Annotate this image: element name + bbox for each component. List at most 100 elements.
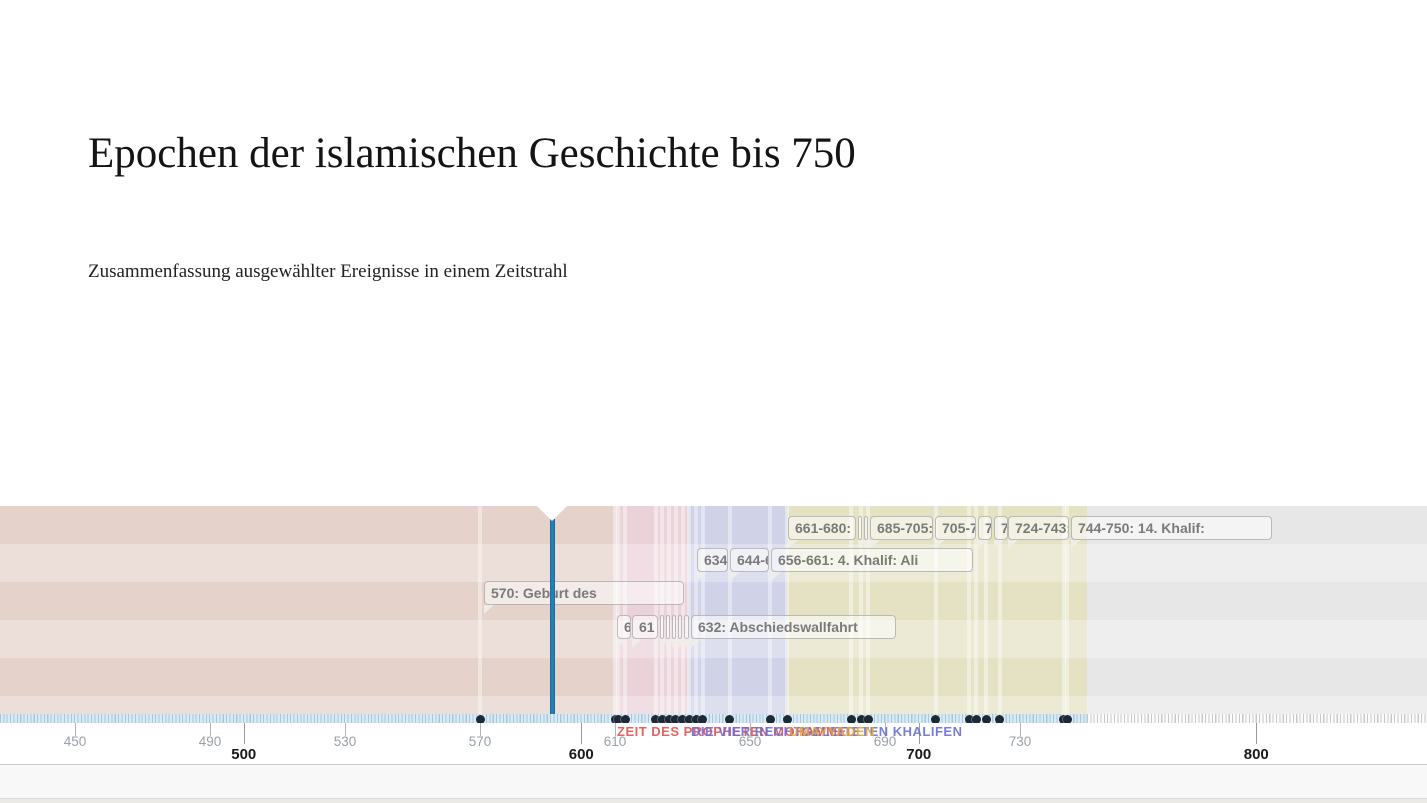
era-band-1 (615, 506, 689, 714)
axis-label-730: 730 (1008, 734, 1032, 749)
event-dot[interactable] (964, 714, 974, 724)
event-dot[interactable] (995, 714, 1005, 724)
event-flag[interactable]: 656-661: 4. Khalif: Ali (771, 548, 973, 572)
event-flag[interactable] (666, 615, 670, 639)
axis-tick-century (581, 723, 583, 744)
event-dot[interactable] (1062, 714, 1072, 724)
event-dot[interactable] (856, 714, 866, 724)
event-dot[interactable] (678, 714, 687, 724)
event-dot[interactable] (765, 714, 775, 724)
event-column-stripe (1065, 506, 1070, 714)
event-dot[interactable] (475, 714, 485, 724)
timeline-ruler[interactable] (0, 714, 1427, 723)
event-flag[interactable] (858, 516, 862, 540)
era-band-4 (1087, 506, 1427, 714)
flag-tail (730, 572, 740, 581)
event-flag[interactable] (672, 615, 676, 639)
timeline-navigation[interactable]: 661-680: 6685-705:705-777724-743:744-750… (0, 506, 1427, 765)
flag-tail (666, 639, 676, 648)
event-column-stripe (653, 506, 658, 714)
event-flag[interactable]: 705-7 (935, 516, 976, 540)
event-flag[interactable]: 634- (697, 548, 728, 572)
event-dot[interactable] (651, 714, 660, 724)
axis-label-650: 650 (738, 734, 762, 749)
event-column-stripe (933, 506, 938, 714)
axis-tick-century (918, 723, 920, 744)
event-column-stripe (727, 506, 732, 714)
event-flag[interactable]: 685-705: (870, 516, 933, 540)
axis-label-450: 450 (63, 734, 87, 749)
event-dot[interactable] (671, 714, 681, 724)
axis-label-530: 530 (333, 734, 357, 749)
event-flag[interactable]: 724-743: (1008, 516, 1069, 540)
event-flag[interactable] (660, 615, 664, 639)
axis-tick-decade (1020, 723, 1021, 736)
event-column-stripe (660, 506, 665, 714)
flag-tail (870, 540, 880, 549)
ruler-data-range[interactable] (0, 714, 1087, 723)
event-dot[interactable] (863, 714, 873, 724)
event-column-stripe (859, 506, 864, 714)
event-dot[interactable] (725, 714, 735, 724)
event-dot[interactable] (664, 714, 674, 724)
event-dot[interactable] (691, 714, 701, 724)
event-flag[interactable]: 632: Abschiedswallfahrt (691, 615, 896, 639)
flag-tail (994, 540, 1004, 549)
axis-tick-decade (480, 723, 481, 736)
axis-label-700: 700 (906, 746, 932, 763)
page-title: Epochen der islamischen Geschichte bis 7… (88, 130, 856, 177)
event-dot[interactable] (846, 714, 856, 724)
axis-label-zone: ZEIT DES PROPHETEN MOHAMMED DIE VIER RECH… (0, 723, 1427, 765)
axis-label-610: 610 (603, 734, 627, 749)
axis-label-690: 690 (873, 734, 897, 749)
event-dot[interactable] (931, 714, 941, 724)
event-column-stripe (694, 506, 698, 714)
era-band-0 (0, 506, 615, 714)
era-label-1: DIE VIER RECHTGELEITETEN KHALIFEN (691, 724, 963, 739)
event-column-stripe (687, 506, 692, 714)
event-flag[interactable]: 570: Geburt des (484, 581, 684, 605)
flag-tail (484, 605, 494, 614)
bottom-bar (0, 798, 1427, 803)
flag-tail (864, 540, 874, 549)
event-flag[interactable]: 6 (617, 615, 631, 639)
event-column-stripe (623, 506, 628, 714)
era-label-0: ZEIT DES PROPHETEN MOHAMMED (617, 724, 857, 739)
event-dot[interactable] (613, 714, 623, 724)
event-flag[interactable]: 644-6 (730, 548, 769, 572)
event-dot[interactable] (782, 714, 792, 724)
event-column-stripe (997, 506, 1002, 714)
era-label-2: UMAYYADEN (789, 724, 875, 739)
flag-tail (660, 639, 670, 648)
event-dot[interactable] (971, 714, 981, 724)
event-dot[interactable] (698, 714, 708, 724)
flag-tail (697, 572, 707, 581)
event-column-stripe (974, 506, 979, 714)
event-flag[interactable] (864, 516, 868, 540)
event-flag[interactable]: 61 (632, 615, 658, 639)
flag-tail (1008, 540, 1018, 549)
flag-tail (691, 639, 701, 648)
event-column-stripe (849, 506, 854, 714)
event-dot[interactable] (684, 714, 694, 724)
timenav-band[interactable]: 661-680: 6685-705:705-777724-743:744-750… (0, 506, 1427, 714)
ruler-empty-range[interactable] (1087, 714, 1427, 723)
flag-tail (771, 572, 781, 581)
event-flag[interactable]: 744-750: 14. Khalif: (1071, 516, 1272, 540)
axis-tick-decade (345, 723, 346, 736)
axis-tick-century (1256, 723, 1258, 744)
axis-tick-century (243, 723, 245, 744)
event-flag[interactable]: 7 (978, 516, 992, 540)
event-dot[interactable] (657, 714, 667, 724)
current-position-marker[interactable] (550, 519, 555, 714)
flag-tail (935, 540, 945, 549)
event-flag[interactable] (684, 615, 689, 639)
event-dot[interactable] (981, 714, 991, 724)
event-flag[interactable]: 661-680: 6 (788, 516, 856, 540)
event-column-stripe (616, 506, 621, 714)
event-flag[interactable] (678, 615, 682, 639)
page-subtitle: Zusammenfassung ausgewählter Ereignisse … (88, 261, 568, 282)
event-flag[interactable]: 7 (994, 516, 1008, 540)
event-dot[interactable] (620, 714, 630, 724)
